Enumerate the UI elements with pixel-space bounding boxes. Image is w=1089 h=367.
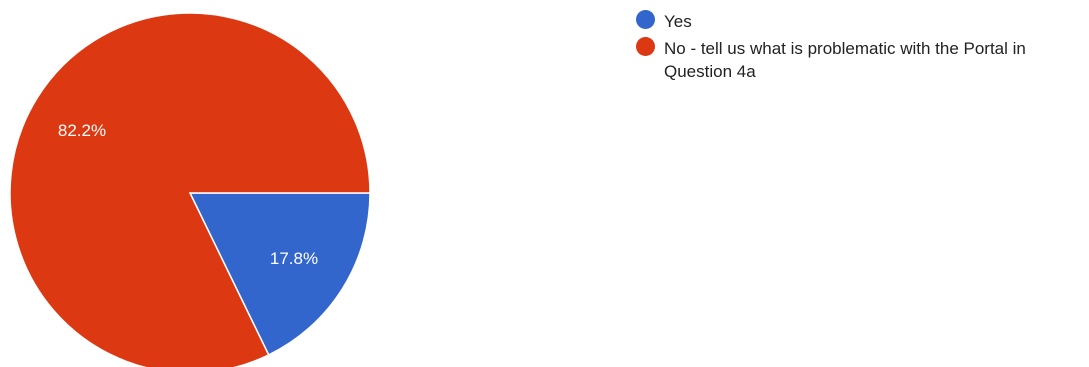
slice-label-yes: 17.8% [270,249,318,268]
pie-slices [9,12,371,367]
slice-labels: 17.8% 82.2% [58,121,318,268]
pie-slice-no[interactable] [9,12,371,367]
slice-label-no: 82.2% [58,121,106,140]
legend-label-yes: Yes [664,12,692,31]
legend-label-no: No - tell us what is problematic with th… [664,39,1026,81]
chart-legend: Yes No - tell us what is problematic wit… [636,10,1076,87]
legend-item-yes[interactable]: Yes [636,10,1076,33]
legend-swatch-no [636,37,655,56]
legend-item-no[interactable]: No - tell us what is problematic with th… [636,37,1076,83]
pie-slice-yes[interactable] [188,192,371,356]
legend-swatch-yes [636,10,655,29]
